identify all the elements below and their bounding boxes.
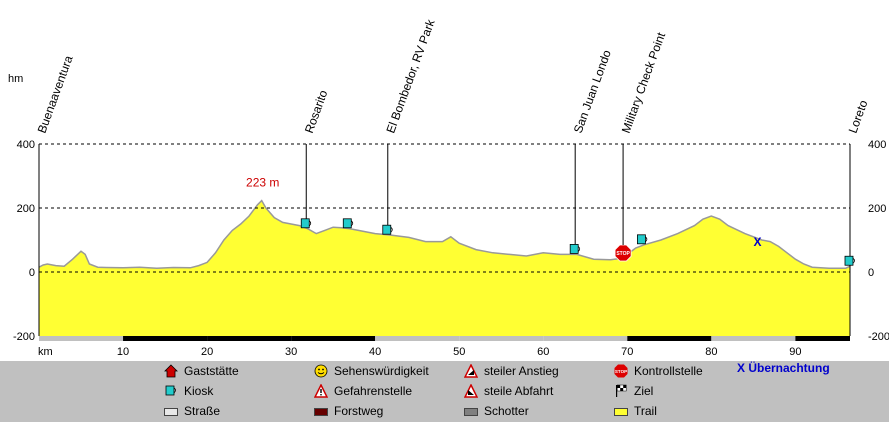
- x-tick-label: 10: [117, 346, 129, 358]
- y-tick-label-left: 200: [17, 203, 35, 215]
- finish-flag-icon: [616, 384, 627, 397]
- elevation-line: [38, 199, 851, 269]
- smiley-icon: [314, 364, 328, 378]
- kiosk-icon: [300, 218, 312, 229]
- trail-swatch: [614, 408, 628, 416]
- place-label: El Bombedor, RV Park: [383, 17, 437, 135]
- legend-label: Trail: [634, 404, 657, 418]
- surface-segment: [711, 336, 796, 341]
- kiosk-icon: [165, 385, 176, 396]
- legend-label: Kiosk: [184, 384, 214, 398]
- legend-overnight: X Übernachtung: [737, 361, 830, 375]
- legend-label: Straße: [184, 404, 221, 418]
- kiosk-icon: [637, 234, 648, 245]
- legend-label: Forstweg: [334, 404, 384, 418]
- y-tick-label-right: -200: [868, 331, 889, 343]
- kiosk-icon: [569, 243, 581, 254]
- place-label: Loreto: [846, 98, 871, 135]
- surface-segment: [375, 336, 460, 341]
- legend-label: Gaststätte: [184, 364, 239, 378]
- stop-icon: STOP: [614, 244, 632, 262]
- y-tick-label-left: -200: [13, 331, 35, 343]
- x-tick-label: 30: [285, 346, 297, 358]
- house-icon: [164, 364, 178, 378]
- y-unit-label: hm: [8, 73, 23, 85]
- road-swatch: [164, 408, 178, 416]
- legend-label: steiler Anstieg: [484, 364, 559, 378]
- place-label: Military Check Point: [619, 30, 669, 135]
- kiosk-icon: [342, 218, 354, 229]
- forest-road-swatch: [314, 408, 328, 416]
- y-tick-label-left: 0: [29, 267, 35, 279]
- x-tick-label: 80: [705, 346, 717, 358]
- surface-segment: [291, 336, 376, 341]
- place-label: Rosarito: [302, 88, 331, 135]
- legend: Gaststätte Sehenswürdigkeit steiler Anst…: [0, 361, 889, 422]
- legend-label: Ziel: [634, 384, 654, 398]
- x-unit-label: km: [38, 346, 53, 358]
- x-tick-label: 40: [369, 346, 381, 358]
- place-label: Buenaaventura: [35, 53, 76, 135]
- max-elevation-label: 223 m: [246, 176, 279, 190]
- kiosk-icon: [382, 224, 393, 235]
- surface-segment: [123, 336, 208, 341]
- legend-label: Sehenswürdigkeit: [334, 364, 429, 378]
- x-tick-label: 60: [537, 346, 549, 358]
- x-tick-label: 50: [453, 346, 465, 358]
- surface-segment: [627, 336, 712, 341]
- elevation-chart: 400 400 200 200 0 0 -200 -200 hm km 10 20 30 40 50 60 70…: [8, 17, 889, 358]
- svg-text:STOP: STOP: [615, 369, 627, 374]
- y-tick-label-left: 400: [17, 139, 35, 151]
- steep-climb-icon: [464, 364, 478, 378]
- legend-label: Kontrollstelle: [634, 364, 703, 378]
- overnight-icon: X: [754, 235, 762, 249]
- place-label: San Juan Londo: [571, 48, 614, 135]
- svg-text:STOP: STOP: [616, 251, 630, 257]
- elevation-area: [39, 200, 850, 336]
- surface-segment: [459, 336, 544, 341]
- warning-icon: [314, 384, 328, 398]
- legend-label: Schotter: [484, 404, 529, 418]
- steep-descent-icon: [464, 384, 478, 398]
- kiosk-icon: [844, 255, 855, 266]
- surface-segment: [207, 336, 292, 341]
- x-tick-label: 90: [789, 346, 801, 358]
- surface-segment: [795, 336, 850, 341]
- y-tick-label-right: 200: [868, 203, 886, 215]
- gravel-swatch: [464, 408, 478, 416]
- x-tick-label: 70: [621, 346, 633, 358]
- stop-icon: STOP: [614, 364, 628, 378]
- surface-segment: [39, 336, 124, 341]
- surface-segment: [543, 336, 628, 341]
- y-tick-label-right: 400: [868, 139, 886, 151]
- legend-label: Gefahrenstelle: [334, 384, 413, 398]
- legend-label: steile Abfahrt: [484, 384, 554, 398]
- y-tick-label-right: 0: [868, 267, 874, 279]
- x-tick-label: 20: [201, 346, 213, 358]
